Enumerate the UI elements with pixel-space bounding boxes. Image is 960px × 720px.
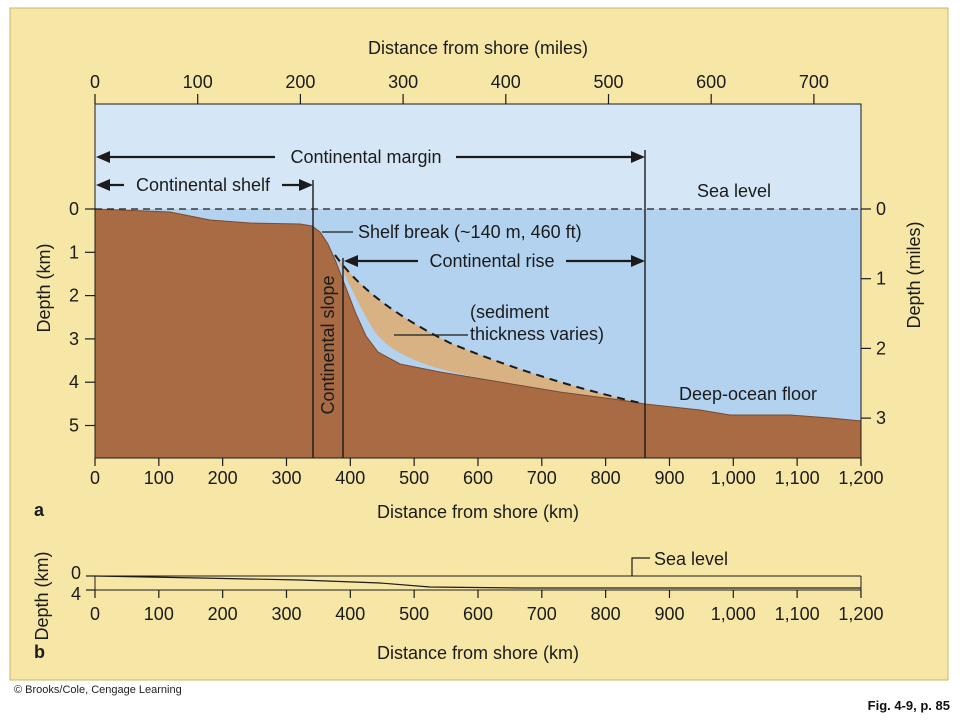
- right-tick-label: 1: [876, 269, 886, 289]
- panel-b-x-tick-label: 800: [591, 604, 621, 624]
- top-tick-label: 200: [285, 72, 315, 92]
- copyright-notice: © Brooks/Cole, Cengage Learning: [14, 684, 182, 696]
- panel-b-depth-ticks: 04: [71, 563, 95, 604]
- sediment-surface-line: [334, 254, 646, 405]
- panel-b-x-tick-label: 1,200: [838, 604, 883, 624]
- right-tick-label: 3: [876, 408, 886, 428]
- panel-b-depth-tick-label: 0: [71, 563, 81, 583]
- seafloor-crust: [94, 208, 862, 459]
- left-tick-label: 1: [69, 242, 79, 262]
- panel-b-profile: [94, 575, 861, 589]
- panel-b-x-title: Distance from shore (km): [377, 643, 579, 663]
- left-tick-label: 5: [69, 416, 79, 436]
- bottom-tick-label: 200: [208, 468, 238, 488]
- bottom-tick-label: 700: [527, 468, 557, 488]
- continental-margin-label: Continental margin: [290, 147, 441, 167]
- left-axis-ticks: 0 1 2 3 4 5: [69, 199, 95, 436]
- panel-a-letter: a: [34, 500, 45, 520]
- bottom-tick-label: 1,100: [775, 468, 820, 488]
- top-axis-title: Distance from shore (miles): [368, 38, 588, 58]
- continental-shelf-arrow: [96, 179, 313, 191]
- bottom-axis-ticks: 0 100 200 300 400 500 600 700 800 900 1,000 1,100 1,…: [90, 458, 883, 488]
- panel-b-x-tick-label: 700: [527, 604, 557, 624]
- left-tick-label: 2: [69, 286, 79, 306]
- continental-margin-arrow: [96, 151, 645, 163]
- top-axis-ticks: 0 100 200 300 400 500 600 700: [90, 72, 829, 104]
- sediment-label-line1: (sediment: [470, 302, 549, 322]
- bottom-tick-label: 500: [399, 468, 429, 488]
- sea-level-label: Sea level: [697, 181, 771, 201]
- top-tick-label: 300: [388, 72, 418, 92]
- panel-b-x-tick-label: 0: [90, 604, 100, 624]
- left-axis-title: Depth (km): [34, 243, 54, 332]
- panel-b-x-tick-label: 400: [335, 604, 365, 624]
- panel-b-x-tick-label: 500: [399, 604, 429, 624]
- panel-b-x-tick-label: 900: [654, 604, 684, 624]
- panel-b-x-tick-label: 100: [144, 604, 174, 624]
- panel-b-depth-title: Depth (km): [32, 551, 52, 640]
- shelf-break-label: Shelf break (~140 m, 460 ft): [358, 222, 582, 242]
- panel-b-depth-tick-label: 4: [71, 584, 81, 604]
- top-tick-label: 100: [183, 72, 213, 92]
- top-tick-label: 0: [90, 72, 100, 92]
- right-tick-label: 2: [876, 338, 886, 358]
- top-tick-label: 600: [696, 72, 726, 92]
- bottom-tick-label: 100: [144, 468, 174, 488]
- panel-b-letter: b: [34, 642, 45, 662]
- panel-b-x-tick-label: 200: [208, 604, 238, 624]
- deep-ocean-floor-label: Deep-ocean floor: [679, 384, 817, 404]
- continental-rise-arrow: [344, 255, 645, 267]
- panel-b-x-tick-label: 600: [463, 604, 493, 624]
- left-tick-label: 0: [69, 199, 79, 219]
- bottom-axis-title: Distance from shore (km): [377, 502, 579, 522]
- sediment-label-line2: thickness varies): [470, 324, 604, 344]
- sediment-wedge: [335, 255, 645, 404]
- panel-b-sea-level-label: Sea level: [654, 549, 728, 569]
- left-tick-label: 4: [69, 372, 79, 392]
- panel-b-x-tick-label: 1,000: [711, 604, 756, 624]
- bottom-tick-label: 1,200: [838, 468, 883, 488]
- continental-slope-label: Continental slope: [318, 275, 338, 414]
- bottom-tick-label: 600: [463, 468, 493, 488]
- bottom-tick-label: 300: [271, 468, 301, 488]
- bottom-tick-label: 400: [335, 468, 365, 488]
- right-axis-title: Depth (miles): [904, 221, 924, 328]
- panel-b-x-ticks: 0 100 200 300 400 500 600 700 800 900 1,000 1,100 1,…: [90, 590, 883, 624]
- continental-rise-label: Continental rise: [429, 251, 554, 271]
- left-tick-label: 3: [69, 329, 79, 349]
- panel-b-x-tick-label: 300: [271, 604, 301, 624]
- bottom-tick-label: 800: [591, 468, 621, 488]
- panel-b-x-tick-label: 1,100: [775, 604, 820, 624]
- right-tick-label: 0: [876, 199, 886, 219]
- bottom-tick-label: 0: [90, 468, 100, 488]
- continental-shelf-label: Continental shelf: [136, 175, 271, 195]
- figure-reference: Fig. 4-9, p. 85: [867, 698, 950, 713]
- panel-b-sea-level-pointer: [631, 557, 650, 576]
- right-axis-ticks: 0 1 2 3: [861, 199, 886, 428]
- top-tick-label: 400: [491, 72, 521, 92]
- top-tick-label: 700: [799, 72, 829, 92]
- bottom-tick-label: 900: [654, 468, 684, 488]
- bottom-tick-label: 1,000: [711, 468, 756, 488]
- top-tick-label: 500: [593, 72, 623, 92]
